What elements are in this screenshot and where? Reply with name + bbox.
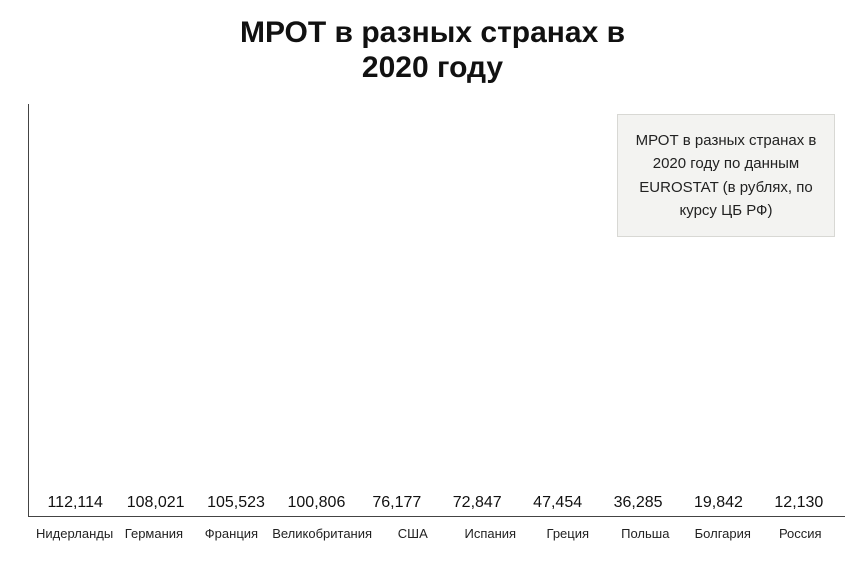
x-axis-label: Болгария — [684, 522, 762, 541]
bar-value-label: 72,847 — [453, 494, 502, 512]
bar-column: 72,847 — [437, 494, 517, 516]
title-line-2: 2020 году — [0, 51, 865, 86]
bar-column: 36,285 — [598, 494, 678, 516]
bar-value-label: 47,454 — [533, 494, 582, 512]
bar-value-label: 19,842 — [694, 494, 743, 512]
bar-column: 12,130 — [759, 494, 839, 516]
x-axis-label: Польша — [607, 522, 685, 541]
x-axis-label: Великобритания — [270, 522, 374, 541]
x-axis-label: Франция — [193, 522, 271, 541]
bar-column: 108,021 — [115, 494, 195, 516]
source-note: МРОТ в разных странах в 2020 году по дан… — [617, 114, 835, 237]
bar-value-label: 36,285 — [614, 494, 663, 512]
bar-value-label: 108,021 — [127, 494, 185, 512]
bar-value-label: 100,806 — [288, 494, 346, 512]
bar-column: 47,454 — [517, 494, 597, 516]
bar-value-label: 12,130 — [774, 494, 823, 512]
bar-value-label: 112,114 — [47, 494, 102, 512]
x-axis-label: Нидерланды — [34, 522, 115, 541]
bar-column: 100,806 — [276, 494, 356, 516]
bar-value-label: 76,177 — [372, 494, 421, 512]
x-axis-label: Греция — [529, 522, 607, 541]
bar-column: 112,114 — [35, 494, 115, 516]
x-axis-label: Германия — [115, 522, 193, 541]
x-axis-label: Россия — [762, 522, 840, 541]
bar-column: 19,842 — [678, 494, 758, 516]
bar-column: 76,177 — [357, 494, 437, 516]
chart-title: МРОТ в разных странах в 2020 году — [0, 0, 865, 95]
x-axis-label: США — [374, 522, 452, 541]
bar-value-label: 105,523 — [207, 494, 265, 512]
title-line-1: МРОТ в разных странах в — [0, 16, 865, 51]
bar-column: 105,523 — [196, 494, 276, 516]
x-axis-label: Испания — [452, 522, 530, 541]
x-axis-labels: НидерландыГерманияФранцияВеликобританияС… — [28, 522, 845, 541]
